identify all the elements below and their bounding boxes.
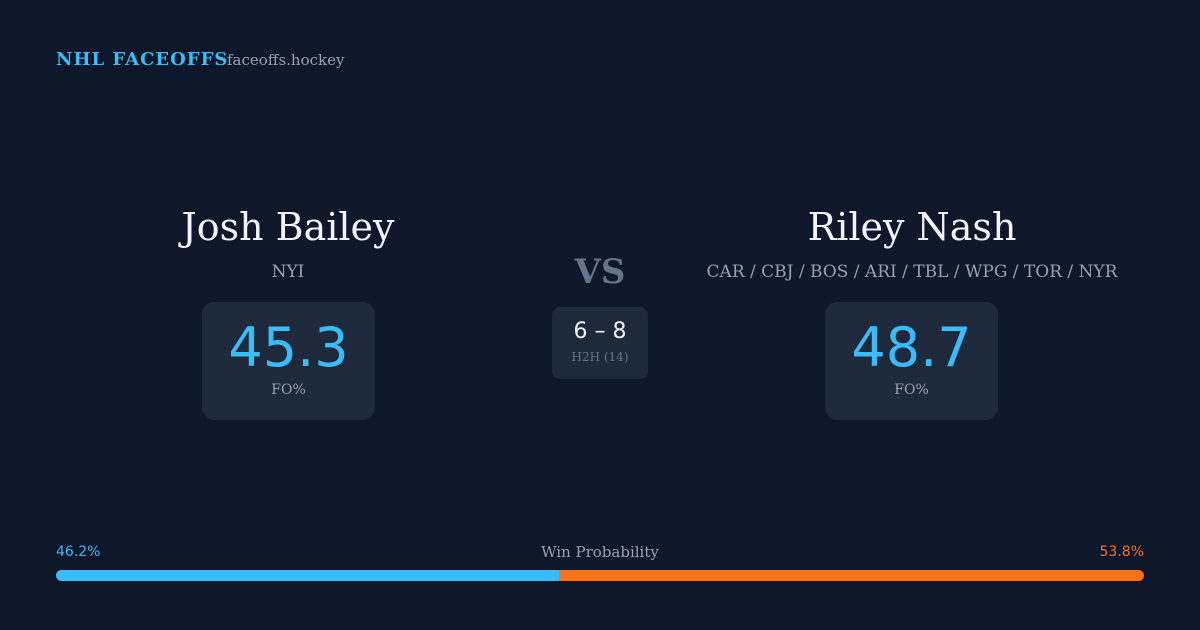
fo-pct: 45.3: [228, 316, 349, 379]
player-teams: NYI: [271, 262, 305, 282]
player-teams: CAR / CBJ / BOS / ARI / TBL / WPG / TOR …: [706, 262, 1118, 282]
h2h-label: H2H (14): [571, 350, 629, 364]
win-prob-segment: [56, 570, 559, 581]
fo-label: FO%: [894, 382, 929, 398]
player-name: Josh Bailey: [181, 205, 395, 249]
stat-box: 48.7 FO%: [825, 302, 998, 420]
site: faceoffs.hockey: [227, 51, 345, 69]
win-prob-right: 53.8%: [1099, 544, 1144, 560]
win-prob-bar: [56, 570, 1144, 581]
fo-pct: 48.7: [851, 316, 972, 379]
h2h-record: 6 – 8: [573, 319, 627, 344]
fo-label: FO%: [271, 382, 306, 398]
win-prob-left: 46.2%: [56, 544, 101, 560]
brand: NHL FACEOFFS: [56, 49, 229, 70]
h2h-box: 6 – 8 H2H (14): [552, 307, 648, 379]
win-prob-label: Win Probability: [541, 543, 659, 561]
versus: VS: [574, 252, 626, 292]
player-name: Riley Nash: [807, 205, 1017, 249]
stat-box: 45.3 FO%: [202, 302, 375, 420]
win-prob-segment: [558, 570, 1144, 581]
